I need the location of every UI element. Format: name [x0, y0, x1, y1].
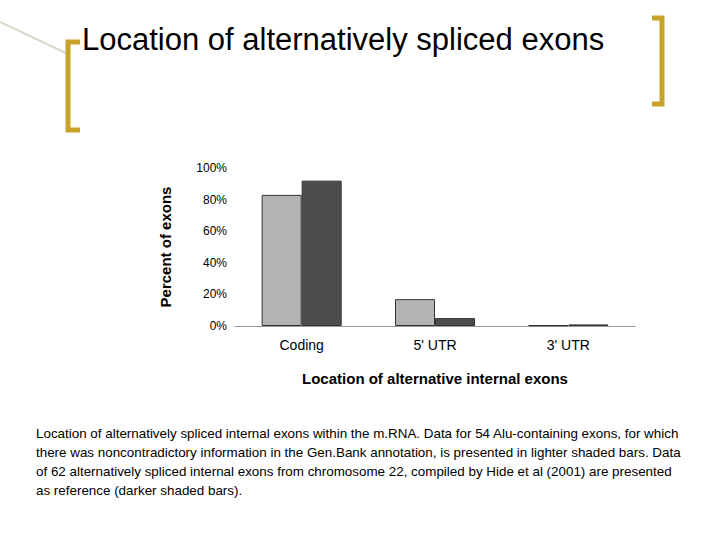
- svg-text:80%: 80%: [203, 193, 227, 207]
- svg-text:Location of alternative intern: Location of alternative internal exons: [302, 370, 568, 387]
- svg-text:100%: 100%: [196, 161, 227, 175]
- svg-text:3' UTR: 3' UTR: [547, 337, 590, 353]
- html-text:Location of alternatively spli: Location of alternatively spliced intern…: [36, 426, 681, 498]
- svg-text:60%: 60%: [203, 224, 227, 238]
- svg-text:20%: 20%: [203, 287, 227, 301]
- svg-text:0%: 0%: [210, 319, 228, 333]
- svg-text:40%: 40%: [203, 256, 227, 270]
- svg-text:5' UTR: 5' UTR: [413, 337, 456, 353]
- svg-text:Coding: Coding: [279, 337, 323, 353]
- html-text:Location of alternatively spli: Location of alternatively spliced exons: [82, 22, 605, 57]
- svg-text:Percent of exons: Percent of exons: [157, 187, 174, 308]
